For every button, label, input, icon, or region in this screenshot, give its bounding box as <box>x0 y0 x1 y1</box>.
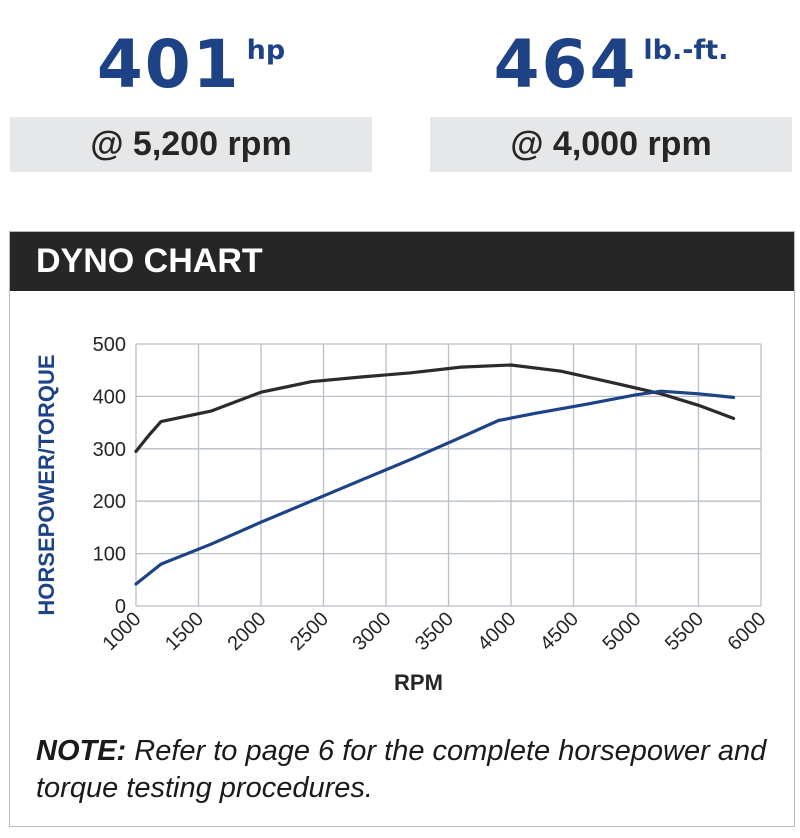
x-tick-label: 5500 <box>661 608 708 655</box>
x-tick-label: 3500 <box>411 608 458 655</box>
torque-rpm-box: @ 4,000 rpm <box>430 117 792 172</box>
torque-value: 464 <box>493 26 638 103</box>
x-tick-label: 2000 <box>224 608 271 655</box>
panel-header: DYNO CHART <box>10 232 794 291</box>
x-tick-label: 2500 <box>286 608 333 655</box>
y-tick-label: 500 <box>93 334 126 356</box>
dyno-chart: 0 100 200 300 400 500 1000 1500 2000 2500 3000 3500… <box>34 334 771 695</box>
horsepower-rpm-box: @ 5,200 rpm <box>10 117 372 172</box>
x-axis-label: RPM <box>394 670 443 695</box>
horsepower-unit: hp <box>246 35 286 66</box>
panel-title: DYNO CHART <box>36 242 263 280</box>
torque-stat: 464 lb.-ft. <box>430 20 792 110</box>
y-tick-label: 0 <box>115 596 126 618</box>
x-tick-label: 4000 <box>474 608 521 655</box>
x-tick-label: 4500 <box>536 608 583 655</box>
x-tick-label: 6000 <box>724 608 771 655</box>
y-tick-label: 300 <box>93 439 126 461</box>
y-tick-label: 200 <box>93 491 126 513</box>
torque-series-line <box>134 363 736 453</box>
note-label: NOTE: <box>36 735 127 767</box>
x-tick-label: 1000 <box>99 608 146 655</box>
y-tick-label: 100 <box>93 544 126 566</box>
horsepower-series-line <box>134 389 736 586</box>
horsepower-stat: 401 hp <box>10 20 372 110</box>
horsepower-value: 401 <box>96 26 241 103</box>
x-tick-label: 5000 <box>599 608 646 655</box>
dyno-chart-panel: DYNO CHART 0 100 200 300 400 500 1000 1500 2000 2… <box>9 231 795 827</box>
note-body: Refer to page 6 for the complete horsepo… <box>36 735 767 804</box>
y-axis-label: HORSEPOWER/TORQUE <box>34 354 59 615</box>
note-text: NOTE: Refer to page 6 for the complete h… <box>36 733 776 807</box>
torque-unit: lb.-ft. <box>643 35 729 66</box>
x-tick-label: 1500 <box>161 608 208 655</box>
y-tick-label: 400 <box>93 386 126 408</box>
x-tick-label: 3000 <box>349 608 396 655</box>
